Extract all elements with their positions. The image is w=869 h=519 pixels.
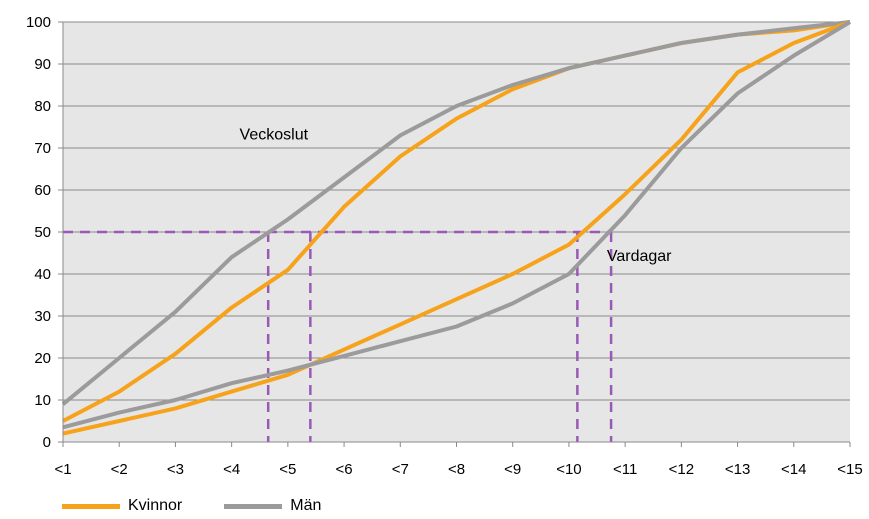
series-line-vardagar-m-n	[62, 20, 852, 430]
x-tick-label: <6	[336, 461, 353, 478]
y-tick-label: 40	[34, 266, 51, 283]
series-group	[61, 20, 852, 436]
x-tick-label: <11	[613, 461, 637, 478]
legend-swatch-kvinnor	[62, 503, 120, 509]
y-tick-label: 90	[34, 56, 51, 73]
y-axis-ticks: 0 10 20 30 40 50 60 70 80 90 100	[26, 14, 51, 451]
x-tick-label: <3	[167, 461, 184, 478]
y-tick-label: 70	[34, 140, 51, 157]
x-tick-label: <13	[725, 461, 750, 478]
y-tick-label: 10	[34, 392, 51, 409]
legend-label-man: Män	[290, 497, 322, 514]
legend-swatch-man	[224, 503, 283, 509]
legend-item-man: Män	[224, 497, 321, 515]
x-tick-label: <10	[556, 461, 581, 478]
x-tick-label: <9	[504, 461, 521, 478]
x-axis-ticks: <1 <2 <3 <4 <5 <6 <7 <8 <9 <10 <11 <12 <13 <14 <15	[54, 461, 862, 478]
annotations: Veckoslut Vardagar	[240, 126, 673, 265]
x-tick-label: <5	[279, 461, 296, 478]
y-tick-label: 20	[34, 350, 51, 367]
legend-item-kvinnor: Kvinnor	[62, 497, 182, 515]
x-tick-label: <8	[448, 461, 465, 478]
y-tick-label: 30	[34, 308, 51, 325]
x-tick-label: <12	[669, 461, 694, 478]
y-tick-label: 0	[43, 434, 51, 451]
axes	[58, 21, 851, 447]
x-tick-label: <15	[837, 461, 862, 478]
reference-lines	[63, 230, 613, 442]
y-tick-label: 80	[34, 98, 51, 115]
series-line-vardagar-kvinnor	[62, 20, 851, 436]
legend: Kvinnor Män	[62, 497, 363, 515]
x-tick-label: <7	[392, 461, 409, 478]
legend-label-kvinnor: Kvinnor	[128, 497, 183, 514]
y-tick-label: 60	[34, 182, 51, 199]
annotation-label: Vardagar	[607, 248, 672, 265]
x-tick-label: <1	[54, 461, 71, 478]
annotation-label: Veckoslut	[240, 126, 309, 143]
x-tick-label: <14	[781, 461, 806, 478]
series-line-veckoslut-m-n	[61, 20, 851, 406]
x-tick-label: <4	[223, 461, 240, 478]
gridlines	[63, 21, 850, 401]
x-tick-label: <2	[111, 461, 128, 478]
y-tick-label: 50	[34, 224, 51, 241]
y-tick-label: 100	[26, 14, 51, 31]
